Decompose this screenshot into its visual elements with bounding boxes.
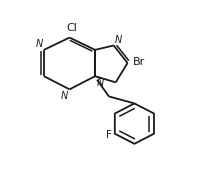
Text: N: N [115, 35, 122, 45]
Text: N: N [97, 78, 104, 88]
Text: Br: Br [132, 57, 145, 67]
Text: N: N [36, 39, 43, 49]
Text: Cl: Cl [66, 23, 77, 33]
Text: F: F [106, 130, 112, 141]
Text: N: N [60, 91, 68, 101]
